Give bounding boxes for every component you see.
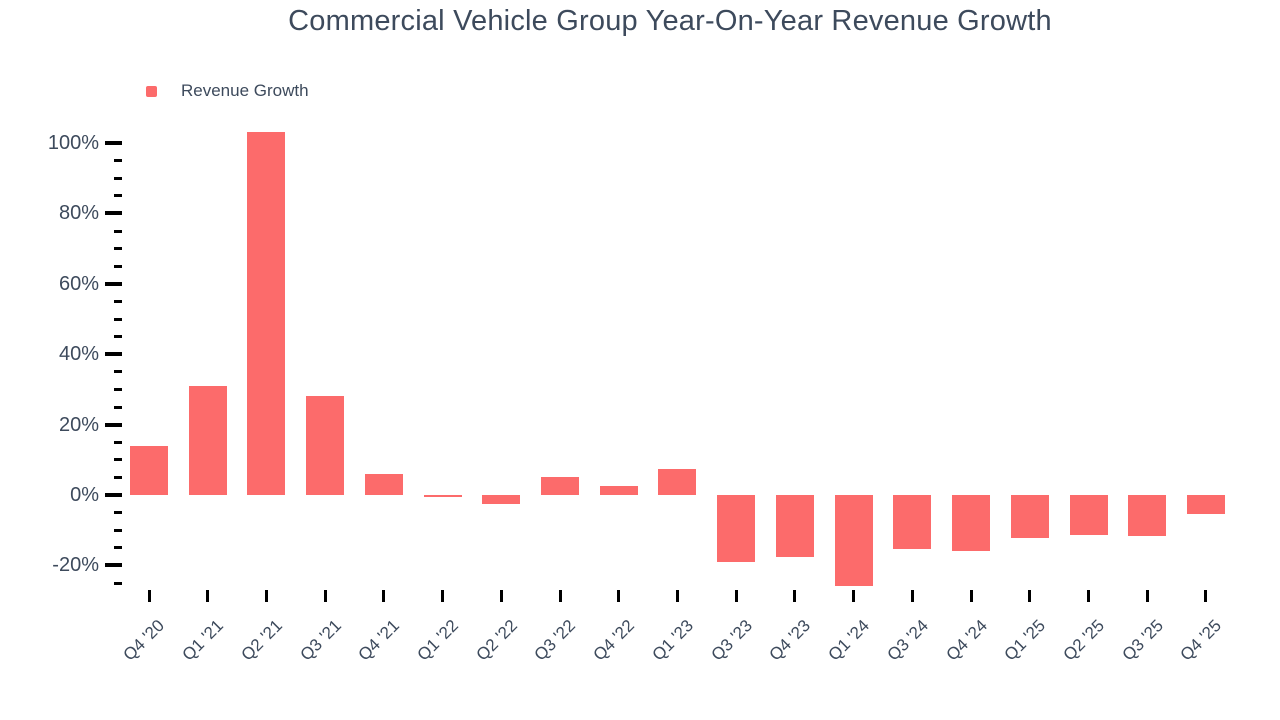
y-axis-minor-tick [114,317,122,321]
y-axis-major-tick [105,211,122,216]
x-axis-tick [734,590,738,602]
y-axis-minor-tick [114,159,122,163]
y-axis-minor-tick [114,387,122,391]
x-axis-tick-label: Q2 '21 [237,616,286,665]
x-axis-tick [147,590,151,602]
chart-title: Commercial Vehicle Group Year-On-Year Re… [288,5,1052,37]
bar [893,495,932,549]
x-axis-tick-label: Q2 '25 [1059,616,1108,665]
x-axis-tick-label: Q1 '24 [824,616,874,665]
y-axis-tick-label: 40% [58,343,99,366]
x-axis-tick [910,590,914,602]
bar [482,495,521,505]
x-axis-tick [264,590,268,602]
y-axis-minor-tick [114,176,122,180]
bar [541,477,580,495]
y-axis-minor-tick [114,511,122,515]
x-axis-tick [1087,590,1091,602]
x-axis-tick [852,590,856,602]
bar [1186,495,1225,514]
y-axis-minor-tick [114,458,122,462]
x-axis-tick-label: Q4 '21 [354,616,404,665]
x-axis-tick [499,590,503,602]
x-axis-tick-label: Q2 '22 [472,616,521,665]
y-axis-major-tick [105,563,122,568]
y-axis-tick-label: 80% [58,202,99,225]
x-axis-tick [382,590,386,602]
bar [1069,495,1108,536]
bar [1128,495,1167,536]
bar [423,495,462,497]
bar [717,495,756,562]
y-axis-minor-tick [114,247,122,251]
y-axis-major-tick [105,352,122,357]
x-axis-tick [617,590,621,602]
bar [247,132,286,495]
y-axis-major-tick [105,493,122,497]
legend-label: Revenue Growth [181,81,309,100]
x-axis-tick-label: Q4 '25 [1176,616,1226,665]
y-axis-minor-tick [114,546,122,550]
y-axis-minor-tick [114,528,122,532]
x-axis-tick [793,590,797,602]
x-axis-tick-label: Q3 '25 [1118,616,1167,665]
x-axis-tick [441,590,445,602]
y-axis-tick-label: 60% [58,272,99,295]
bar [364,473,403,495]
y-axis-major-tick [105,281,122,286]
x-axis-tick [1145,590,1149,602]
x-axis-tick-label: Q1 '22 [413,616,463,665]
x-axis-tick-label: Q4 '23 [765,616,815,665]
x-axis-tick [1204,590,1208,602]
bar [834,495,873,586]
y-axis-major-tick [105,422,122,427]
y-axis-minor-tick [114,370,122,374]
legend-item-revenue-growth[interactable]: Revenue Growth [146,80,309,102]
y-axis-major-tick [105,141,122,145]
x-axis-tick-label: Q4 '22 [589,616,639,665]
x-axis-tick-label: Q3 '23 [707,616,756,665]
x-axis-tick [558,590,562,602]
y-axis-minor-tick [114,229,122,233]
x-axis-tick-label: Q3 '24 [883,616,932,665]
bar [130,445,168,495]
y-axis-minor-tick [114,194,122,198]
bar [188,385,227,495]
x-axis-tick [323,590,327,602]
y-axis-minor-tick [114,405,122,409]
y-axis-minor-tick [114,581,122,585]
x-axis-tick-label: Q4 '24 [942,616,991,665]
x-axis-tick [1028,590,1032,602]
y-axis-tick-label: 0% [70,484,99,506]
y-axis-minor-tick [114,440,122,444]
y-axis-minor-tick [114,335,122,339]
x-axis-tick-label: Q1 '23 [648,616,697,665]
y-axis-minor-tick [114,299,122,303]
bar [306,396,345,495]
bar [658,468,697,495]
bar [775,495,814,558]
bar [599,486,638,495]
x-axis-tick [675,590,679,602]
y-axis-tick-label: -20% [52,554,99,577]
x-axis-tick-label: Q3 '21 [296,616,345,665]
x-axis-tick-label: Q3 '22 [531,616,580,665]
y-axis-tick-label: 20% [58,413,99,436]
bar [1010,495,1049,538]
x-axis-tick-label: Q1 '21 [178,616,228,665]
bar [952,495,991,552]
y-axis-tick-label: 100% [47,132,99,154]
x-axis-tick-label: Q1 '25 [1000,616,1050,665]
x-axis-tick [206,590,210,602]
x-axis-tick [969,590,973,602]
y-axis-minor-tick [114,475,122,479]
x-axis-tick-label: Q4 '20 [119,616,169,665]
legend-swatch-icon [146,85,157,97]
y-axis-minor-tick [114,264,122,268]
